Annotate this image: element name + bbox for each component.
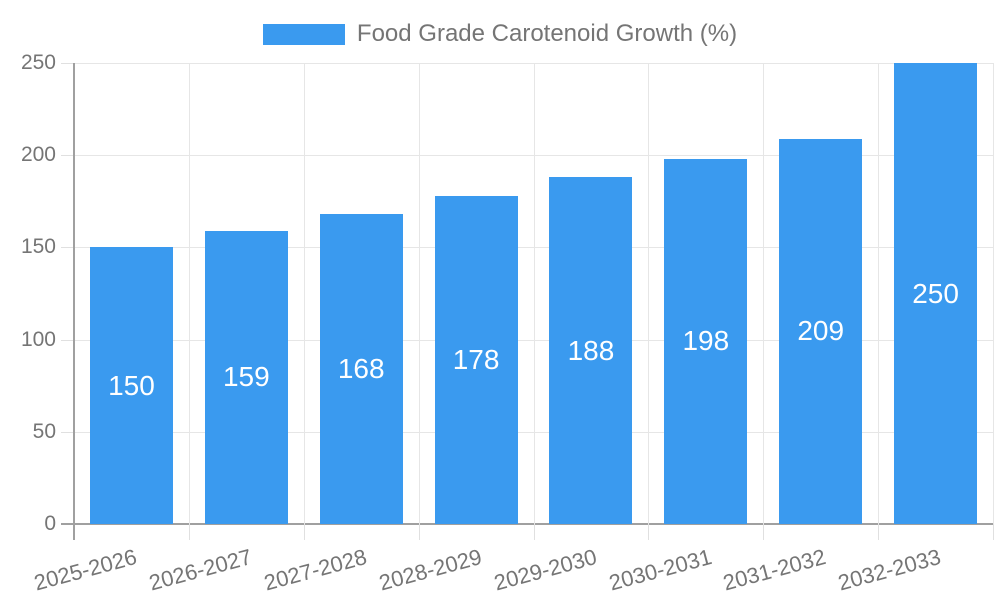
x-tick — [648, 524, 649, 540]
y-gridline — [74, 432, 993, 433]
x-gridline — [304, 63, 305, 524]
bar[interactable] — [779, 138, 863, 524]
x-tick — [878, 524, 879, 540]
x-axis-label: 2028-2029 — [376, 544, 485, 596]
legend: Food Grade Carotenoid Growth (%) — [0, 21, 1000, 47]
y-axis-line — [73, 63, 75, 540]
y-axis-label: 150 — [20, 235, 56, 259]
x-gridline — [189, 63, 190, 524]
bar-value-label: 168 — [337, 353, 385, 385]
x-gridline — [648, 63, 649, 524]
legend-label: Food Grade Carotenoid Growth (%) — [356, 20, 738, 47]
y-axis-label: 200 — [20, 143, 56, 167]
x-axis-line — [61, 523, 993, 525]
y-axis-label: 250 — [20, 51, 56, 74]
x-gridline — [534, 63, 535, 524]
x-tick — [189, 524, 190, 540]
y-tick — [61, 247, 74, 248]
bar-value-label: 150 — [108, 369, 155, 401]
legend-swatch — [262, 23, 345, 45]
legend-item[interactable]: Food Grade Carotenoid Growth (%) — [262, 20, 738, 47]
x-axis-label: 2025-2026 — [31, 544, 140, 596]
x-tick — [419, 524, 420, 540]
x-axis-label: 2027-2028 — [261, 544, 370, 596]
bar-value-label: 159 — [222, 361, 270, 393]
bar[interactable] — [89, 247, 173, 524]
bar-value-label: 198 — [682, 325, 730, 357]
y-axis-label: 0 — [44, 512, 56, 535]
x-gridline — [763, 63, 764, 524]
y-axis-label: 50 — [32, 419, 56, 443]
bar[interactable] — [549, 177, 633, 524]
y-axis-label: 100 — [20, 327, 56, 351]
bar[interactable] — [319, 214, 403, 524]
y-gridline — [74, 155, 993, 156]
y-gridline — [74, 247, 993, 248]
y-tick — [61, 432, 74, 433]
bar-value-label: 188 — [567, 334, 615, 366]
y-tick — [61, 63, 74, 64]
x-axis-label: 2032-2033 — [835, 544, 944, 596]
x-axis-label: 2026-2027 — [146, 544, 255, 596]
x-axis-label: 2030-2031 — [605, 544, 715, 596]
x-axis-label: 2029-2030 — [491, 544, 600, 596]
bar[interactable] — [204, 230, 288, 524]
x-tick — [304, 524, 305, 540]
x-tick — [534, 524, 535, 540]
x-tick — [993, 524, 994, 540]
y-gridline — [74, 340, 993, 341]
x-tick — [763, 524, 764, 540]
x-gridline — [419, 63, 420, 524]
x-gridline — [993, 63, 994, 524]
bar[interactable] — [664, 158, 748, 524]
bar-value-label: 209 — [797, 315, 845, 347]
bar-value-label: 250 — [912, 277, 959, 309]
bar-value-label: 178 — [452, 343, 500, 375]
bar[interactable] — [894, 63, 978, 524]
bar[interactable] — [434, 195, 518, 524]
x-axis-label: 2031-2032 — [720, 544, 829, 596]
y-tick — [61, 155, 74, 156]
y-tick — [61, 340, 74, 341]
y-gridline — [74, 63, 993, 64]
x-gridline — [878, 63, 879, 524]
